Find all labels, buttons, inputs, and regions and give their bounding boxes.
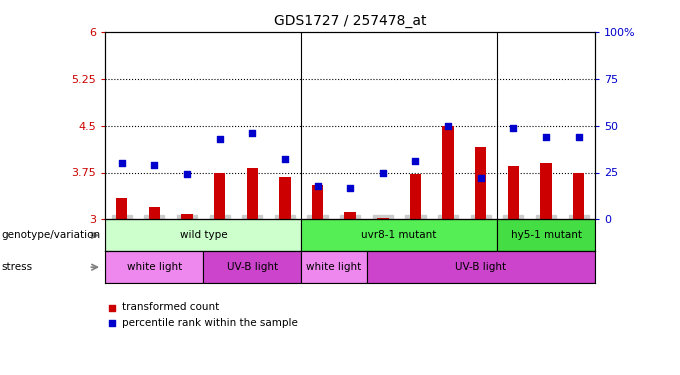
Point bbox=[107, 304, 118, 310]
Bar bbox=[301, 219, 497, 251]
Bar bbox=[345, 212, 356, 219]
Bar bbox=[105, 219, 301, 251]
Bar bbox=[312, 185, 323, 219]
Bar bbox=[367, 251, 595, 283]
Bar bbox=[377, 217, 388, 219]
Bar bbox=[214, 172, 225, 219]
Text: UV-B light: UV-B light bbox=[455, 262, 507, 272]
Point bbox=[410, 158, 421, 164]
Bar bbox=[508, 166, 519, 219]
Point bbox=[475, 175, 486, 181]
Point bbox=[247, 130, 258, 136]
Text: white light: white light bbox=[126, 262, 182, 272]
Text: percentile rank within the sample: percentile rank within the sample bbox=[122, 318, 299, 327]
Bar bbox=[541, 163, 551, 219]
Bar bbox=[301, 251, 367, 283]
Bar bbox=[105, 251, 203, 283]
Bar bbox=[279, 177, 290, 219]
Point bbox=[443, 123, 454, 129]
Bar bbox=[497, 219, 595, 251]
Bar bbox=[116, 198, 127, 219]
Bar bbox=[182, 214, 192, 219]
Point bbox=[573, 134, 584, 140]
Point bbox=[149, 162, 160, 168]
Bar bbox=[203, 251, 301, 283]
Bar bbox=[149, 207, 160, 219]
Point bbox=[107, 320, 118, 326]
Text: uvr8-1 mutant: uvr8-1 mutant bbox=[362, 230, 437, 240]
Point bbox=[182, 171, 192, 177]
Point bbox=[116, 160, 127, 166]
Point bbox=[279, 156, 290, 162]
Point bbox=[214, 136, 225, 142]
Text: wild type: wild type bbox=[180, 230, 227, 240]
Bar bbox=[573, 172, 584, 219]
Text: transformed count: transformed count bbox=[122, 303, 220, 312]
Text: UV-B light: UV-B light bbox=[226, 262, 278, 272]
Bar bbox=[475, 147, 486, 219]
Point bbox=[541, 134, 551, 140]
Point bbox=[312, 183, 323, 189]
Point bbox=[377, 170, 388, 176]
Text: genotype/variation: genotype/variation bbox=[1, 230, 101, 240]
Text: hy5-1 mutant: hy5-1 mutant bbox=[511, 230, 581, 240]
Title: GDS1727 / 257478_at: GDS1727 / 257478_at bbox=[274, 14, 426, 28]
Bar bbox=[247, 168, 258, 219]
Bar bbox=[410, 174, 421, 219]
Text: white light: white light bbox=[306, 262, 362, 272]
Point bbox=[508, 124, 519, 130]
Point bbox=[345, 184, 356, 190]
Bar bbox=[443, 126, 454, 219]
Text: stress: stress bbox=[1, 262, 33, 272]
